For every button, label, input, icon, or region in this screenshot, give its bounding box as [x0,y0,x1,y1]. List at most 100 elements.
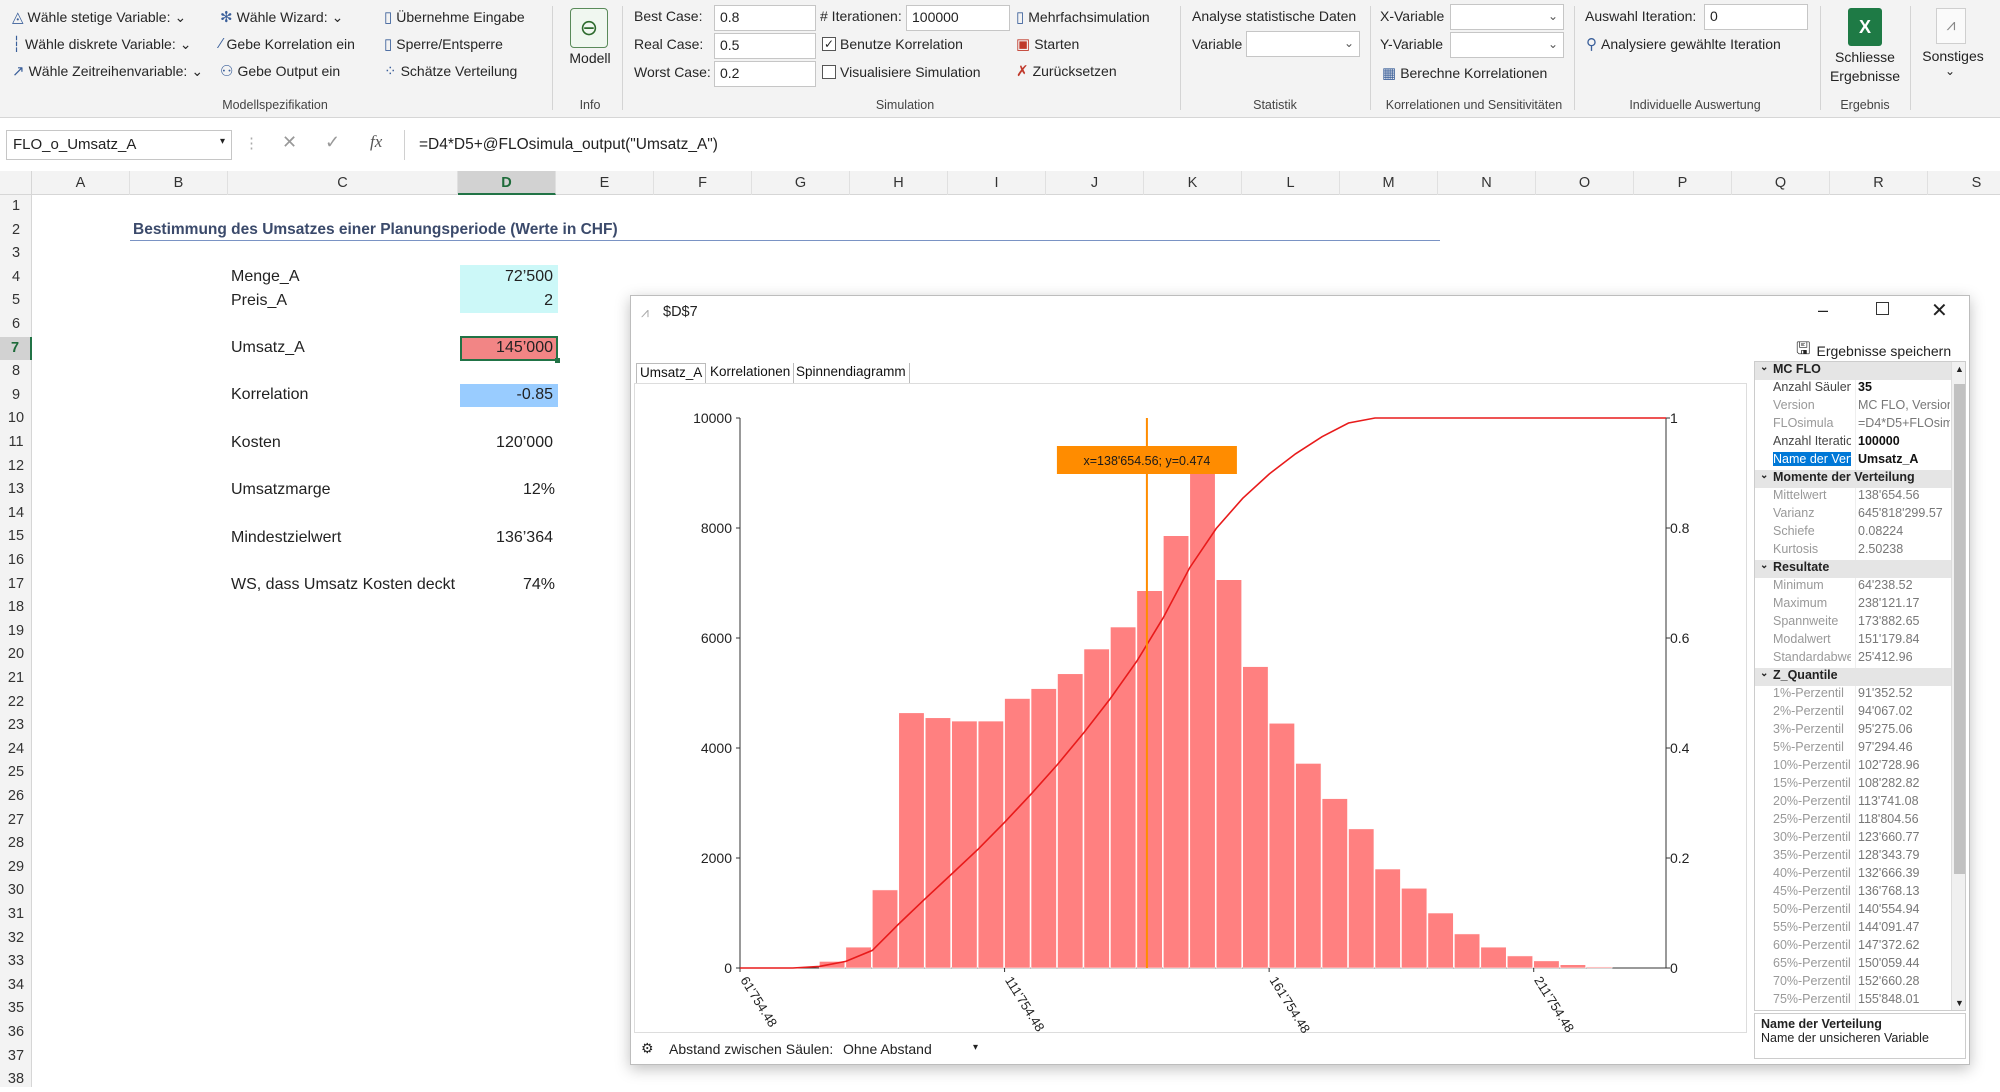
start-button[interactable]: ▣ Starten [1016,36,1080,53]
scroll-up-icon[interactable]: ▲ [1955,364,1964,374]
property-row[interactable]: Maximum 238'121.17 [1755,596,1955,614]
analyse-iteration-button[interactable]: ⚲ Analysiere gewählte Iteration [1586,36,1781,53]
property-row[interactable]: 40%-Perzentil 132'666.39 [1755,866,1955,884]
compute-correlations-button[interactable]: ▦ Berechne Korrelationen [1382,65,1548,82]
column-header[interactable]: M [1340,171,1438,195]
row-header[interactable]: 32 [7,929,25,946]
row-header[interactable]: 31 [7,906,25,922]
row-header[interactable]: 14 [7,504,25,521]
kosten-value[interactable]: 120’000 [496,434,553,451]
property-row[interactable]: 65%-Perzentil 150'059.44 [1755,956,1955,974]
tab-umsatz[interactable]: Umsatz_A [636,363,707,383]
column-header[interactable]: Q [1732,171,1830,195]
misc-button[interactable]: Sonstiges [1922,48,1984,64]
row-header[interactable]: 12 [7,457,25,474]
iteration-input[interactable]: 0 [1704,4,1808,30]
row-header[interactable]: 17 [7,575,25,592]
property-row[interactable]: Spannweite 173'882.65 [1755,614,1955,632]
tab-korrelationen[interactable]: Korrelationen [707,363,795,383]
property-row[interactable]: 5%-Perzentil 97'294.46 [1755,740,1955,758]
column-header[interactable]: L [1242,171,1340,195]
row-header[interactable]: 27 [7,811,25,828]
row-header[interactable]: 29 [7,858,25,875]
ws-value[interactable]: 74% [522,576,555,593]
marge-value[interactable]: 12% [522,481,555,498]
row-header[interactable]: 18 [7,599,25,616]
choose-wizard-button[interactable]: ✻ Wähle Wizard: ⌄ [220,8,344,27]
choose-continuous-variable-button[interactable]: ◬ Wähle stetige Variable: ⌄ [12,8,187,27]
collapse-icon[interactable]: ⌄ [1760,668,1769,679]
property-row[interactable]: 1%-Perzentil 91'352.52 [1755,686,1955,704]
property-row[interactable]: Name der Verteilung Umsatz_A [1755,452,1955,470]
column-header[interactable]: G [752,171,850,195]
row-header[interactable]: 23 [7,717,25,734]
accept-input-button[interactable]: ▯ Übernehme Eingabe [384,9,525,26]
property-row[interactable]: Kurtosis 2.50238 [1755,542,1955,560]
row-header[interactable]: 6 [11,316,21,332]
y-variable-select[interactable]: ⌄ [1450,32,1564,58]
row-header[interactable]: 8 [11,363,21,380]
korrelation-value[interactable]: -0.85 [516,386,553,403]
column-header[interactable]: R [1830,171,1928,195]
x-variable-select[interactable]: ⌄ [1450,4,1564,30]
column-header[interactable]: O [1536,171,1634,195]
function-icon[interactable]: fx [370,132,383,151]
row-header[interactable]: 28 [7,835,25,852]
column-header[interactable]: K [1144,171,1242,195]
row-header[interactable]: 26 [7,788,25,804]
use-correlation-checkbox[interactable]: ✓ Benutze Korrelation [822,36,963,52]
visualize-simulation-checkbox[interactable]: Visualisiere Simulation [822,64,981,80]
property-row[interactable]: 50%-Perzentil 140'554.94 [1755,902,1955,920]
mindest-value[interactable]: 136’364 [496,529,553,546]
multi-simulation-button[interactable]: ▯ Mehrfachsimulation [1016,9,1150,26]
column-header[interactable]: H [850,171,948,195]
property-row[interactable]: 70%-Perzentil 152'660.28 [1755,974,1955,992]
row-header[interactable]: 19 [7,622,25,639]
property-category[interactable]: ⌄ Z_Quantile [1755,668,1955,686]
confirm-icon[interactable]: ✓ [325,132,341,152]
row-header[interactable]: 13 [7,481,25,498]
row-header[interactable]: 35 [7,1000,25,1017]
property-row[interactable]: 35%-Perzentil 128'343.79 [1755,848,1955,866]
row-header[interactable]: 15 [7,528,25,545]
row-header[interactable]: 34 [7,976,25,993]
property-category[interactable]: ⌄ Momente der Verteilung [1755,470,1955,488]
row-header[interactable]: 38 [7,1071,25,1088]
property-row[interactable]: Anzahl Iterationen 100000 [1755,434,1955,452]
column-header[interactable]: P [1634,171,1732,195]
property-row[interactable]: 3%-Perzentil 95'275.06 [1755,722,1955,740]
property-row[interactable]: 20%-Perzentil 113'741.08 [1755,794,1955,812]
row-header[interactable]: 21 [7,670,25,686]
variable-select[interactable]: ⌄ [1246,31,1360,57]
row-header[interactable]: 25 [7,764,25,781]
property-row[interactable]: Standardabweichung 25'412.96 [1755,650,1955,668]
real-case-input[interactable]: 0.5 [714,33,816,59]
property-row[interactable]: 25%-Perzentil 118'804.56 [1755,812,1955,830]
model-button-label[interactable]: Modell [569,50,611,66]
column-header[interactable]: F [654,171,752,195]
property-row[interactable]: Schiefe 0.08224 [1755,524,1955,542]
scroll-down-icon[interactable]: ▼ [1955,998,1964,1008]
fill-handle[interactable] [555,358,560,363]
property-row[interactable]: Minimum 64'238.52 [1755,578,1955,596]
column-header[interactable]: C [228,171,458,195]
lock-unlock-button[interactable]: ▯ Sperre/Entsperre [384,36,503,53]
scrollbar-thumb[interactable] [1954,384,1965,874]
property-row[interactable]: 10%-Perzentil 102'728.96 [1755,758,1955,776]
menge-value[interactable]: 72’500 [504,268,553,285]
row-header[interactable]: 1 [11,198,21,214]
row-header[interactable]: 5 [11,292,21,309]
collapse-icon[interactable]: ⌄ [1760,560,1769,571]
row-header[interactable]: 3 [11,245,21,262]
column-header[interactable]: A [32,171,130,195]
close-icon[interactable]: ✕ [1931,300,1948,322]
collapse-icon[interactable]: ⌄ [1760,362,1769,373]
property-row[interactable]: Version MC FLO, Version [1755,398,1955,416]
cancel-icon[interactable]: ✕ [282,132,298,152]
property-row[interactable]: FLOsimula =D4*D5+FLOsim [1755,416,1955,434]
row-header[interactable]: 2 [11,221,21,238]
name-box[interactable]: FLO_o_Umsatz_A ▾ [6,130,232,160]
property-row[interactable]: 45%-Perzentil 136'768.13 [1755,884,1955,902]
row-header[interactable]: 11 [8,434,24,450]
property-row[interactable]: Modalwert 151'179.84 [1755,632,1955,650]
